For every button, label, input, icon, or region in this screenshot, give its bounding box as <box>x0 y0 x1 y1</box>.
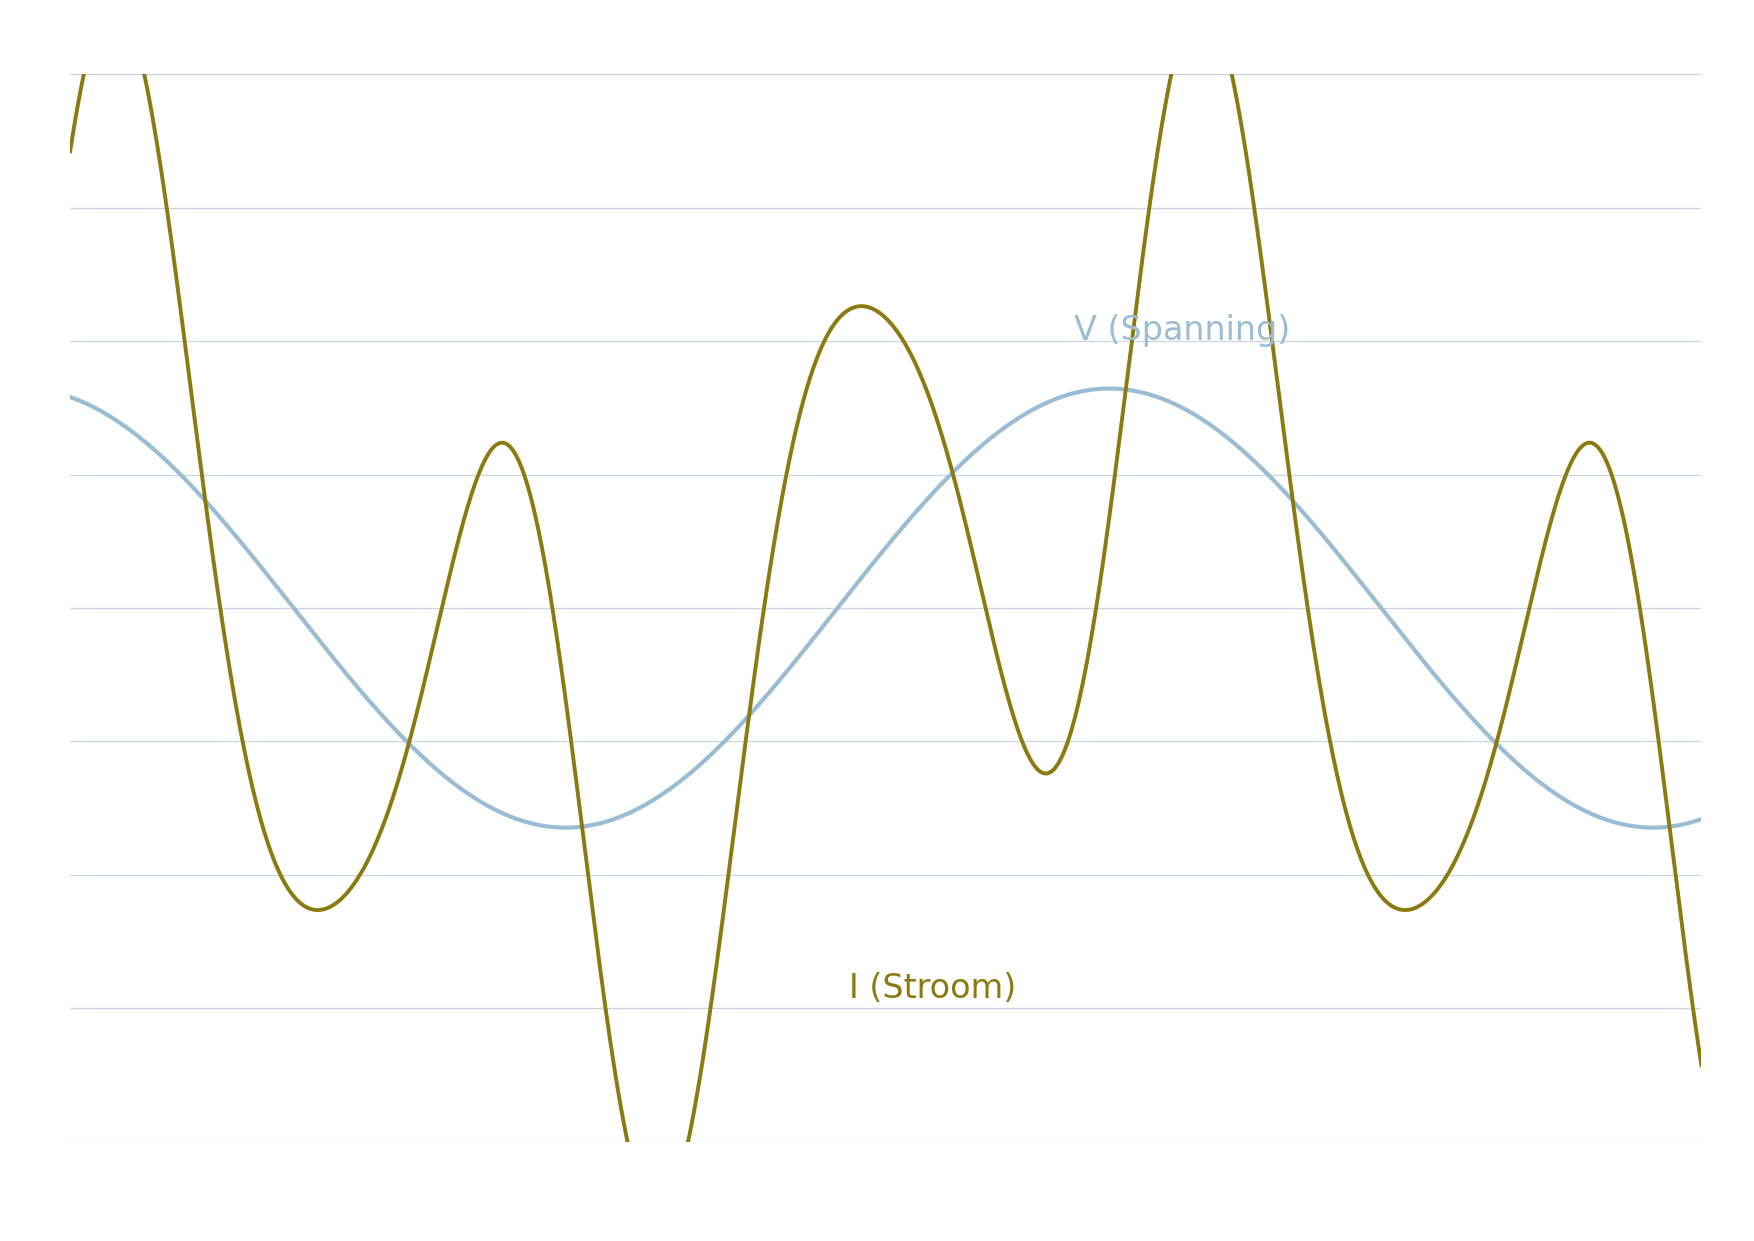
Text: V (Spanning): V (Spanning) <box>1073 314 1291 346</box>
Text: I (Stroom): I (Stroom) <box>849 973 1016 1005</box>
